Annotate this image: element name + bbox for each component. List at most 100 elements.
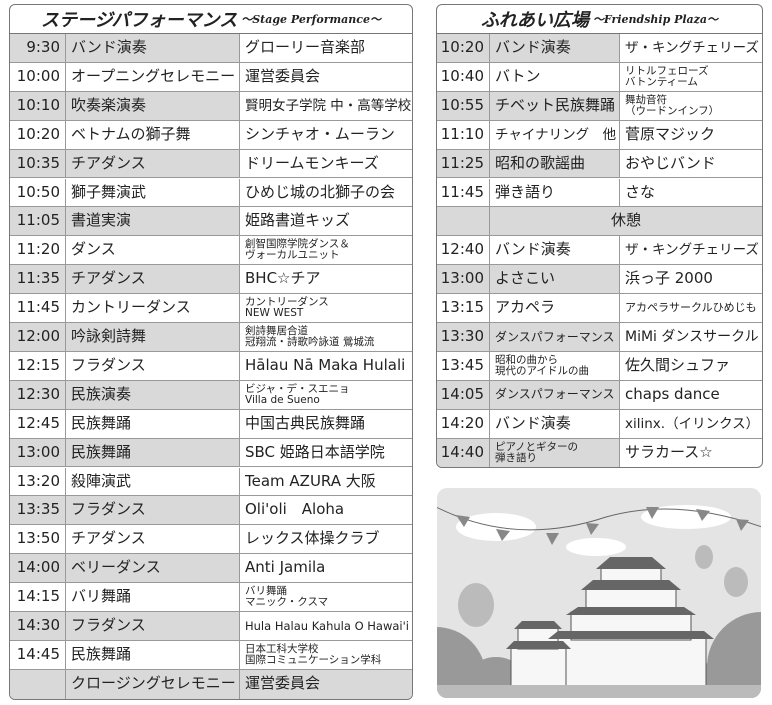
cell-text: オープニングセレモニー	[71, 66, 236, 85]
cell-text: 10:20	[440, 38, 484, 57]
cell-text: 11:35	[16, 269, 60, 288]
table-title: ステージパフォーマンス ～Stage Performance～	[10, 5, 412, 34]
time-cell: 10:50	[10, 178, 66, 208]
cell-text: 14:00	[16, 558, 60, 577]
cell-text: バンド演奏	[495, 38, 571, 57]
cell-text: 14:30	[16, 616, 60, 635]
program-cell: 昭和の曲から 現代のアイドルの曲	[490, 351, 620, 381]
program-cell: バンド演奏	[490, 236, 620, 266]
performer-cell: サラカース☆	[620, 439, 762, 467]
time-cell	[437, 207, 490, 237]
cell-text: 弾き語り	[495, 182, 556, 201]
title: ステージパフォーマンス	[41, 10, 238, 31]
time-cell: 14:00	[10, 554, 66, 584]
time-cell: 12:40	[437, 236, 490, 266]
cell-text: ベトナムの獅子舞	[71, 124, 191, 143]
program-cell: ダンスパフォーマンス	[490, 380, 620, 410]
program-cell: フラダンス	[66, 496, 240, 526]
cell-text: バンド演奏	[495, 240, 571, 259]
cell-text: カントリーダンス	[71, 298, 191, 317]
performer-cell: 菅原マジック	[620, 121, 762, 150]
cell-text: 10:50	[16, 182, 60, 201]
performer-cell: Oli'oli Aloha	[240, 496, 412, 526]
time-cell: 10:10	[10, 91, 66, 121]
time-cell: 10:40	[437, 62, 490, 92]
program-cell: オープニングセレモニー	[66, 62, 240, 92]
cell-text: バトン	[495, 66, 541, 85]
program-cell: 獅子舞演武	[66, 178, 240, 208]
cell-text: BHC☆チア	[245, 269, 321, 288]
cell-text: 14:05	[440, 384, 484, 403]
performer-cell: シンチャオ・ムーラン	[240, 121, 412, 150]
program-cell: チアダンス	[66, 265, 240, 295]
performer-cell: 日本工科大学校 国際コミュニケーション学科	[240, 641, 412, 670]
cell-text: チアダンス	[71, 153, 146, 172]
program-cell: カントリーダンス	[66, 294, 240, 323]
program-cell: フラダンス	[66, 351, 240, 381]
program-cell: 民族舞踊	[66, 409, 240, 439]
time-cell: 10:20	[437, 34, 490, 63]
cell-line: 冠翔流・詩歌吟詠道 鶯城流	[245, 335, 375, 348]
cell-text: 10:00	[16, 66, 60, 85]
cell-text: 13:30	[440, 327, 484, 346]
cell-line: ピアノとギターの	[495, 441, 579, 454]
cell-text: サラカース☆	[625, 443, 713, 462]
time-cell: 13:35	[10, 496, 66, 526]
cell-text: 民族舞踊	[71, 413, 132, 432]
time-cell: 12:30	[10, 380, 66, 410]
program-cell: アカペラ	[490, 294, 620, 323]
cell-text: 10:35	[16, 153, 60, 172]
time-cell: 11:20	[10, 236, 66, 266]
cell-text: 浜っ子 2000	[625, 269, 713, 288]
cell-text: Oli'oli Aloha	[245, 500, 345, 519]
cell-text: バリ舞踊	[71, 587, 132, 606]
table-title: ふれあい広場 ～Friendship Plaza～	[437, 5, 762, 34]
cell-text: 14:15	[16, 587, 60, 606]
performer-cell: SBC 姫路日本語学院	[240, 439, 412, 468]
program-cell: ダンス	[66, 236, 240, 266]
program-cell: 民族舞踊	[66, 640, 240, 670]
cell-text: 昭和の歌謡曲	[495, 153, 586, 172]
cell-text: ダンス	[71, 240, 116, 259]
performer-cell: さな	[620, 179, 762, 208]
cell-text: 11:20	[16, 240, 60, 259]
cell-text: 14:20	[440, 413, 484, 432]
cell-line: マニック・クスマ	[245, 596, 329, 609]
cell-text: ダンスパフォーマンス	[495, 387, 615, 402]
program-cell: 吟詠剣詩舞	[66, 323, 240, 352]
cell-line: 創智国際学院ダンス＆	[245, 238, 350, 251]
cell-text: 9:30	[26, 38, 60, 57]
cell-text: 10:40	[440, 66, 484, 85]
stage-table: ステージパフォーマンス ～Stage Performance～ 9:30 バンド演奏…	[9, 4, 413, 700]
program-cell: 書道実演	[66, 207, 240, 237]
program-cell: ダンスパフォーマンス	[490, 323, 620, 352]
cell-text: シンチャオ・ムーラン	[245, 124, 395, 143]
performer-cell: Hula Halau Kahula O Hawai'i	[240, 612, 412, 641]
cell-text: ドリームモンキーズ	[245, 153, 379, 172]
program-cell: バリ舞踊	[66, 583, 240, 612]
performer-cell: ビジャ・デ・スエニョ Villa de Sueno	[240, 381, 412, 410]
performer-cell: 運営委員会	[240, 63, 412, 92]
cell-text: バンド演奏	[495, 413, 571, 432]
cell-text: フラダンス	[71, 500, 146, 519]
cell-text: アカペラサークルひめじも	[625, 301, 757, 315]
program-cell: チアダンス	[66, 149, 240, 179]
cell-text: チベット民族舞踊	[495, 95, 616, 114]
cell-text: 12:00	[16, 327, 60, 346]
cell-line: 国際コミュニケーション学科	[245, 653, 382, 666]
cell-text: 13:35	[16, 500, 60, 519]
subtitle: ～Friendship Plaza～	[592, 13, 719, 26]
cell-text: Team AZURA 大阪	[245, 471, 376, 490]
cell-text: 殺陣演武	[71, 471, 132, 490]
cell-text: 13:45	[440, 355, 484, 374]
performer-cell: 佐久間シュファ	[620, 352, 762, 381]
cell-text: 13:50	[16, 529, 60, 548]
program-cell: ベトナムの獅子舞	[66, 120, 240, 150]
time-cell: 14:20	[437, 409, 490, 439]
program-cell: クロージングセレモニー	[66, 669, 240, 699]
performer-cell: ドリームモンキーズ	[240, 150, 412, 179]
cell-text: ベリーダンス	[71, 558, 161, 577]
program-cell: バンド演奏	[490, 409, 620, 439]
cell-text: Hālau Nā Maka Hulali	[245, 355, 406, 374]
cell-text: 吹奏楽演奏	[71, 95, 147, 114]
